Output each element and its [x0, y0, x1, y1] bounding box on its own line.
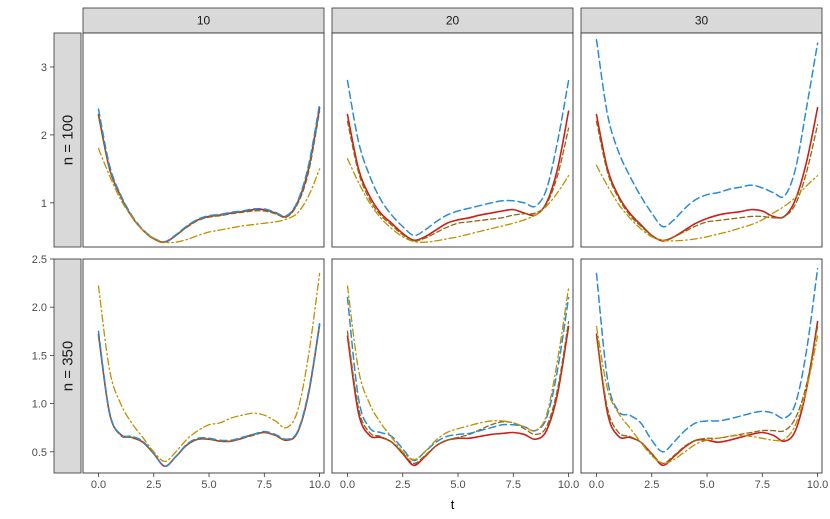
x-axis-title: t	[451, 497, 455, 512]
panel-1-0	[82, 258, 325, 474]
column-strip-label: 10	[197, 14, 211, 28]
panel-border	[82, 32, 325, 248]
column-strip-label: 30	[695, 14, 709, 28]
series-line-1	[97, 325, 321, 467]
panel-1-2	[580, 258, 823, 474]
row-strip-label: n = 350	[60, 341, 77, 391]
series-line-2	[595, 267, 819, 453]
x-tick-label: 10.0	[558, 479, 579, 491]
y-tick-label: 1	[41, 198, 47, 210]
x-tick-label: 5.0	[201, 479, 216, 491]
panel-border	[331, 32, 574, 248]
x-tick-label: 0.0	[589, 479, 604, 491]
x-tick-label: 7.5	[755, 479, 770, 491]
y-tick-label: 3	[41, 62, 47, 74]
x-tick-label: 7.5	[506, 479, 521, 491]
x-tick-label: 2.5	[146, 479, 161, 491]
series-line-2	[595, 39, 819, 228]
y-tick-label: 2.0	[32, 302, 47, 314]
y-tick-label: 1.5	[32, 350, 47, 362]
y-tick-label: 2.5	[32, 254, 47, 266]
column-strip-0	[82, 7, 325, 34]
series-line-2	[346, 79, 570, 237]
series-line-1	[346, 120, 570, 242]
series-line-2	[97, 322, 321, 467]
row-strip-label: n = 100	[60, 115, 77, 165]
y-tick-label: 0.5	[32, 447, 47, 459]
series-line-3	[97, 147, 321, 244]
series-line-0	[346, 325, 570, 467]
x-tick-label: 7.5	[257, 479, 272, 491]
series-line-3	[595, 164, 819, 242]
panel-0-0	[82, 32, 325, 248]
x-tick-label: 10.0	[309, 479, 330, 491]
panel-0-1	[331, 32, 574, 248]
panel-border	[580, 32, 823, 248]
x-tick-label: 0.0	[340, 479, 355, 491]
series-line-1	[595, 325, 819, 465]
series-line-3	[595, 325, 819, 465]
row-strip-0	[53, 32, 82, 248]
x-tick-label: 2.5	[395, 479, 410, 491]
column-strip-2	[580, 7, 823, 34]
x-tick-label: 0.0	[91, 479, 106, 491]
row-strip-1	[53, 258, 82, 474]
x-tick-label: 2.5	[644, 479, 659, 491]
series-line-1	[595, 120, 819, 241]
panel-border	[82, 258, 325, 474]
series-line-3	[346, 285, 570, 461]
series-line-1	[346, 321, 570, 465]
series-line-3	[346, 158, 570, 243]
y-tick-label: 1.0	[32, 399, 47, 411]
x-tick-label: 10.0	[807, 479, 828, 491]
y-tick-label: 2	[41, 130, 47, 142]
x-tick-label: 5.0	[450, 479, 465, 491]
series-line-0	[346, 110, 570, 242]
series-line-2	[97, 103, 321, 243]
column-strip-label: 20	[446, 14, 460, 28]
column-strip-1	[331, 7, 574, 34]
series-line-1	[97, 110, 321, 243]
panel-border	[331, 258, 574, 474]
panel-1-1	[331, 258, 574, 474]
series-line-3	[97, 272, 321, 463]
panel-0-2	[580, 32, 823, 248]
x-tick-label: 5.0	[699, 479, 714, 491]
